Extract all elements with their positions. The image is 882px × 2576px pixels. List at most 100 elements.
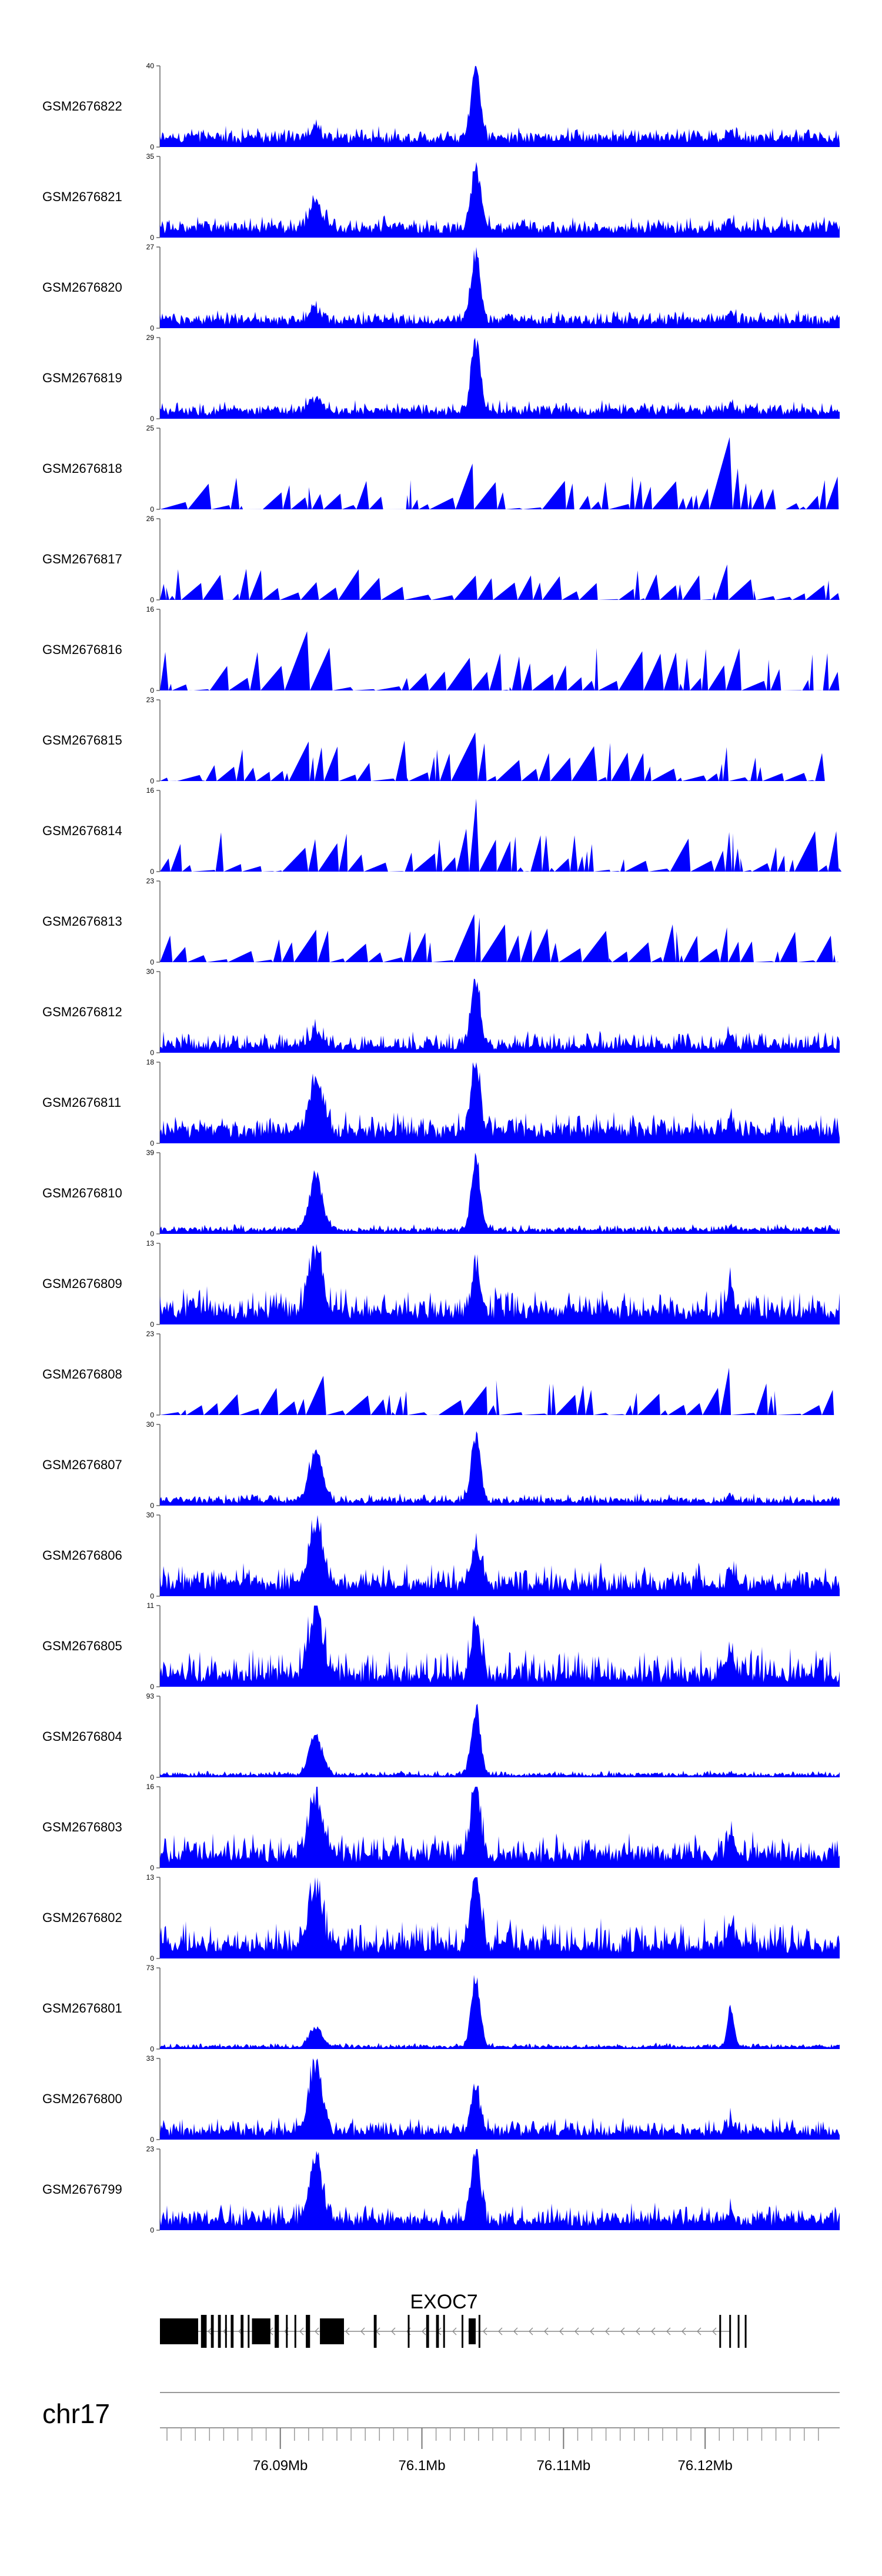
coverage-area bbox=[160, 1062, 840, 1143]
strand-arrow bbox=[697, 2327, 701, 2335]
strand-arrow bbox=[681, 2327, 686, 2335]
gene-exon bbox=[719, 2315, 721, 2348]
y-max-label: 93 bbox=[146, 1692, 155, 1700]
coverage-area bbox=[160, 66, 840, 147]
track-GSM2676813: GSM2676813 23 0 bbox=[42, 877, 840, 966]
strand-arrow bbox=[391, 2327, 396, 2335]
gene-exon bbox=[225, 2315, 227, 2348]
y-max-label: 40 bbox=[146, 62, 155, 70]
coverage-area bbox=[160, 247, 840, 328]
y-min-label: 0 bbox=[150, 686, 154, 695]
track-label: GSM2676810 bbox=[42, 1186, 122, 1200]
gene-exon bbox=[737, 2315, 740, 2348]
y-max-label: 23 bbox=[146, 696, 155, 704]
track-GSM2676801: GSM2676801 73 0 bbox=[42, 1964, 840, 2053]
track-GSM2676810: GSM2676810 39 0 bbox=[42, 1149, 840, 1238]
axis-ticks: 76.09Mb 76.1Mb 76.11Mb 76.12Mb bbox=[166, 2428, 819, 2474]
coverage-area bbox=[160, 338, 840, 419]
track-GSM2676805: GSM2676805 11 0 bbox=[42, 1601, 840, 1691]
coverage-area bbox=[160, 1153, 840, 1234]
coverage-area bbox=[160, 732, 840, 781]
track-label: GSM2676820 bbox=[42, 280, 122, 295]
y-max-label: 18 bbox=[146, 1058, 155, 1066]
strand-arrow bbox=[315, 2327, 319, 2335]
y-min-label: 0 bbox=[150, 1773, 154, 1781]
coverage-area bbox=[160, 1974, 840, 2049]
track-GSM2676818: GSM2676818 25 0 bbox=[42, 424, 840, 513]
strand-arrow bbox=[452, 2327, 457, 2335]
y-max-label: 30 bbox=[146, 967, 155, 976]
track-GSM2676799: GSM2676799 23 0 bbox=[42, 2145, 840, 2234]
y-max-label: 29 bbox=[146, 333, 155, 342]
y-max-label: 30 bbox=[146, 1511, 155, 1519]
gene-exon bbox=[230, 2315, 234, 2348]
gene-exon bbox=[436, 2315, 439, 2348]
gene-exon bbox=[478, 2315, 480, 2348]
y-min-label: 0 bbox=[150, 1501, 154, 1510]
track-label: GSM2676806 bbox=[42, 1548, 122, 1563]
y-max-label: 23 bbox=[146, 1330, 155, 1338]
coverage-area bbox=[160, 2058, 840, 2140]
y-min-label: 0 bbox=[150, 1230, 154, 1238]
coverage-area bbox=[160, 799, 842, 872]
strand-arrow bbox=[299, 2327, 304, 2335]
track-label: GSM2676807 bbox=[42, 1457, 122, 1472]
gene-exon bbox=[407, 2315, 410, 2348]
track-label: GSM2676811 bbox=[42, 1095, 121, 1110]
gene-exon bbox=[426, 2315, 429, 2348]
coverage-area bbox=[160, 978, 840, 1053]
coverage-area bbox=[160, 1244, 840, 1324]
strand-arrow bbox=[712, 2327, 717, 2335]
track-label: GSM2676814 bbox=[42, 823, 122, 838]
gene-exon bbox=[306, 2315, 310, 2348]
track-label: GSM2676799 bbox=[42, 2182, 122, 2197]
track-GSM2676815: GSM2676815 23 0 bbox=[42, 696, 840, 785]
coverage-area bbox=[160, 1515, 840, 1596]
gene-exon bbox=[248, 2315, 250, 2348]
strand-arrow bbox=[651, 2327, 656, 2335]
track-label: GSM2676815 bbox=[42, 733, 122, 748]
track-label: GSM2676813 bbox=[42, 914, 122, 929]
strand-arrow bbox=[605, 2327, 610, 2335]
y-min-label: 0 bbox=[150, 1592, 154, 1600]
gene-exon bbox=[320, 2318, 344, 2344]
y-min-label: 0 bbox=[150, 777, 154, 785]
track-GSM2676822: GSM2676822 40 0 bbox=[42, 62, 840, 151]
track-GSM2676804: GSM2676804 93 0 bbox=[42, 1692, 840, 1781]
gene-exon bbox=[443, 2315, 445, 2348]
strand-arrow bbox=[529, 2327, 533, 2335]
track-GSM2676811: GSM2676811 18 0 bbox=[42, 1058, 840, 1147]
x-tick-label: 76.12Mb bbox=[678, 2458, 733, 2474]
track-GSM2676812: GSM2676812 30 0 bbox=[42, 967, 840, 1057]
strand-arrow bbox=[559, 2327, 564, 2335]
track-label: GSM2676808 bbox=[42, 1367, 122, 1382]
strand-arrow bbox=[345, 2327, 350, 2335]
track-GSM2676820: GSM2676820 27 0 bbox=[42, 243, 840, 332]
coverage-area bbox=[160, 162, 840, 238]
gene-exon bbox=[469, 2318, 476, 2344]
y-max-label: 23 bbox=[146, 877, 155, 885]
coverage-area bbox=[160, 1606, 840, 1687]
track-label: GSM2676812 bbox=[42, 1005, 122, 1019]
coverage-area bbox=[160, 437, 840, 509]
track-label: GSM2676817 bbox=[42, 552, 122, 566]
x-tick-label: 76.09Mb bbox=[253, 2458, 308, 2474]
track-GSM2676819: GSM2676819 29 0 bbox=[42, 333, 840, 423]
coverage-area bbox=[160, 914, 840, 962]
track-GSM2676803: GSM2676803 16 0 bbox=[42, 1783, 840, 1872]
y-min-label: 0 bbox=[150, 2135, 154, 2144]
y-max-label: 35 bbox=[146, 152, 155, 161]
y-max-label: 39 bbox=[146, 1149, 155, 1157]
track-label: GSM2676803 bbox=[42, 1820, 122, 1834]
gene-name-label: EXOC7 bbox=[410, 2291, 477, 2313]
y-max-label: 73 bbox=[146, 1964, 155, 1972]
coverage-area bbox=[160, 564, 840, 600]
track-GSM2676806: GSM2676806 30 0 bbox=[42, 1511, 840, 1600]
strand-arrow bbox=[483, 2327, 487, 2335]
strand-arrow bbox=[513, 2327, 518, 2335]
gene-exon bbox=[160, 2318, 198, 2344]
track-GSM2676807: GSM2676807 30 0 bbox=[42, 1420, 840, 1510]
y-max-label: 30 bbox=[146, 1420, 155, 1429]
track-label: GSM2676802 bbox=[42, 1910, 122, 1925]
